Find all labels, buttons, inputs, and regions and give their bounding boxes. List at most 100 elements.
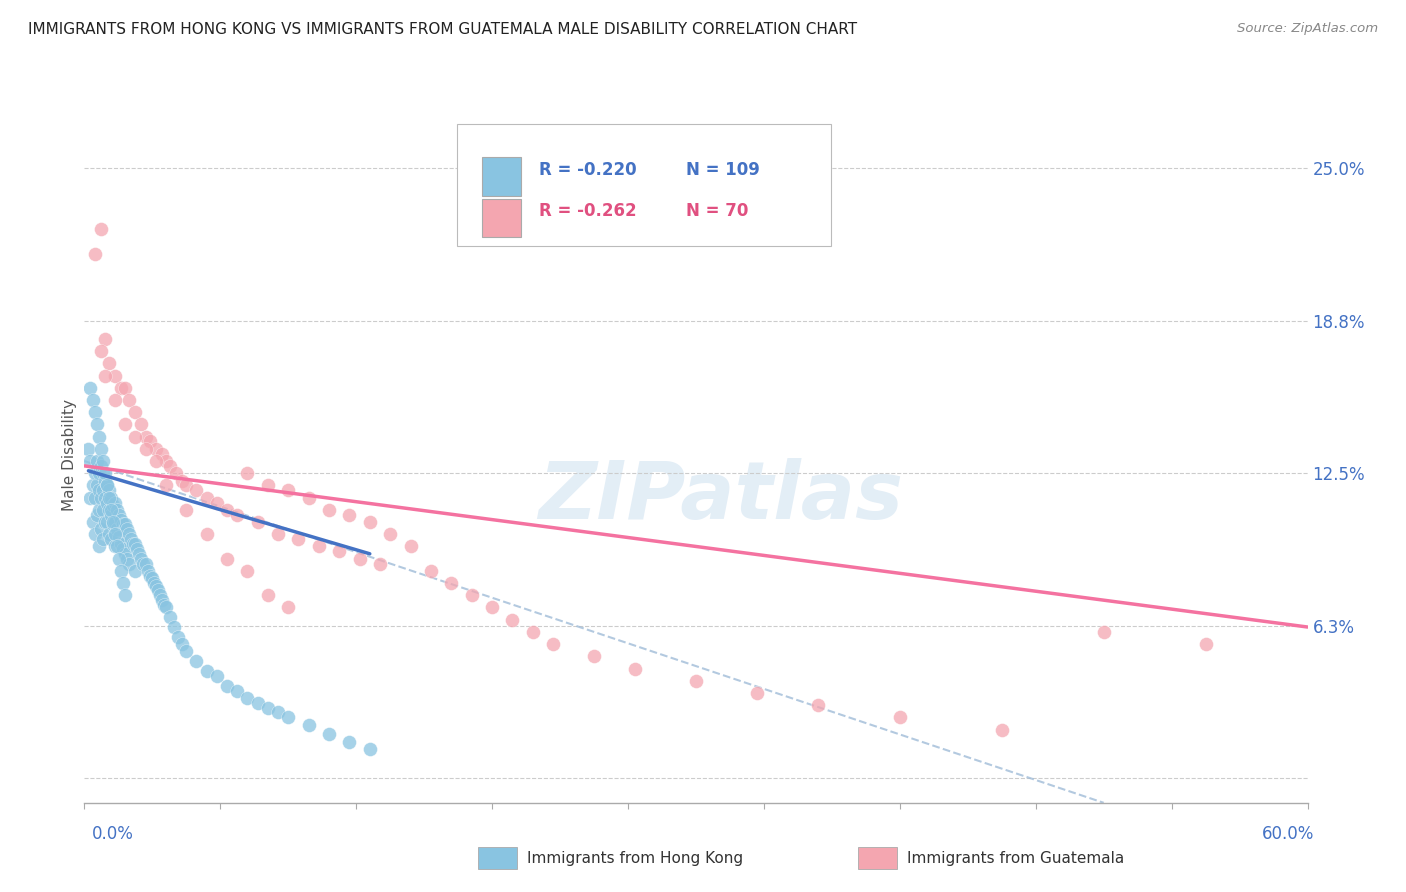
- Point: [104, 540, 127, 554]
- Point: [141, 571, 163, 585]
- Point: [105, 522, 128, 536]
- Point: [153, 598, 176, 612]
- Point: [308, 540, 330, 554]
- Point: [101, 515, 124, 529]
- Point: [93, 515, 115, 529]
- Bar: [482, 158, 522, 195]
- Point: [522, 624, 544, 639]
- Point: [135, 429, 157, 443]
- Point: [155, 600, 177, 615]
- Text: 60.0%: 60.0%: [1263, 825, 1315, 843]
- Point: [97, 491, 120, 505]
- Point: [138, 434, 160, 449]
- Point: [83, 467, 105, 481]
- Point: [124, 405, 146, 419]
- Point: [150, 593, 173, 607]
- Point: [807, 698, 830, 713]
- Point: [461, 588, 484, 602]
- Point: [118, 557, 141, 571]
- Point: [90, 222, 112, 236]
- Point: [172, 637, 194, 651]
- Point: [582, 649, 605, 664]
- Point: [132, 557, 155, 571]
- Point: [155, 478, 177, 492]
- Point: [114, 547, 136, 561]
- Point: [246, 696, 269, 710]
- Point: [97, 356, 120, 370]
- Point: [167, 630, 190, 644]
- Point: [96, 495, 118, 509]
- Point: [104, 495, 127, 509]
- Point: [195, 664, 218, 678]
- Point: [298, 717, 321, 731]
- Point: [83, 527, 105, 541]
- FancyBboxPatch shape: [457, 125, 831, 246]
- Point: [298, 491, 321, 505]
- Point: [118, 527, 141, 541]
- Point: [205, 495, 228, 509]
- Point: [186, 654, 208, 668]
- Point: [277, 600, 299, 615]
- Point: [318, 503, 340, 517]
- Point: [226, 508, 249, 522]
- Point: [287, 532, 309, 546]
- Text: N = 109: N = 109: [686, 161, 761, 178]
- Point: [100, 491, 122, 505]
- Point: [82, 478, 104, 492]
- Point: [257, 478, 280, 492]
- Point: [97, 527, 120, 541]
- Point: [115, 551, 138, 566]
- Point: [112, 541, 135, 556]
- Point: [145, 442, 167, 456]
- Point: [1195, 637, 1218, 651]
- Point: [83, 491, 105, 505]
- Point: [399, 540, 422, 554]
- Point: [1092, 624, 1115, 639]
- Text: N = 70: N = 70: [686, 202, 748, 220]
- Point: [186, 483, 208, 498]
- Point: [114, 381, 136, 395]
- Point: [90, 344, 112, 359]
- Point: [195, 527, 218, 541]
- Point: [93, 467, 115, 481]
- Point: [217, 551, 239, 566]
- Point: [159, 458, 181, 473]
- Point: [138, 568, 160, 582]
- Point: [93, 368, 115, 383]
- Point: [257, 700, 280, 714]
- Point: [267, 706, 290, 720]
- Point: [155, 454, 177, 468]
- Point: [236, 467, 259, 481]
- Point: [100, 532, 122, 546]
- Point: [159, 610, 181, 624]
- Point: [368, 557, 391, 571]
- Point: [267, 527, 290, 541]
- Text: Immigrants from Hong Kong: Immigrants from Hong Kong: [527, 851, 744, 865]
- Point: [86, 417, 108, 432]
- Point: [624, 661, 647, 675]
- Point: [359, 742, 381, 756]
- Point: [146, 583, 169, 598]
- Point: [380, 527, 402, 541]
- Point: [359, 515, 381, 529]
- Point: [110, 537, 132, 551]
- Point: [91, 503, 114, 517]
- Text: Immigrants from Guatemala: Immigrants from Guatemala: [907, 851, 1125, 865]
- Point: [236, 564, 259, 578]
- Point: [124, 429, 146, 443]
- Point: [115, 522, 138, 536]
- Point: [217, 679, 239, 693]
- Point: [114, 517, 136, 532]
- Point: [77, 442, 100, 456]
- Point: [165, 467, 187, 481]
- Point: [163, 620, 186, 634]
- Point: [91, 483, 114, 498]
- Point: [79, 491, 101, 505]
- Point: [205, 669, 228, 683]
- Point: [87, 467, 110, 481]
- Point: [114, 417, 136, 432]
- Point: [83, 405, 105, 419]
- Point: [108, 530, 131, 544]
- Point: [174, 503, 197, 517]
- Point: [86, 454, 108, 468]
